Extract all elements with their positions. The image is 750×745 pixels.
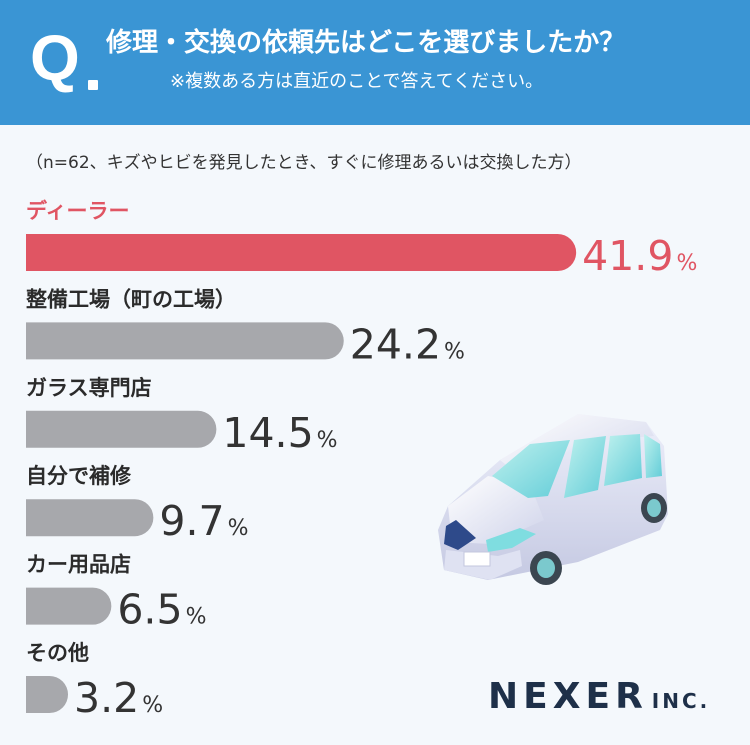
question-title: 修理・交換の依頼先はどこを選びましたか？ [106, 28, 626, 58]
value-label-3: 9.7% [159, 497, 248, 545]
brand-suffix: INC. [651, 689, 711, 713]
q-mark: Q [30, 22, 80, 94]
value-label-2: 14.5% [222, 409, 337, 457]
car-icon [438, 414, 668, 585]
value-label-4: 6.5% [117, 586, 206, 634]
question-note: ※複数ある方は直近のことで答えてください。 [170, 71, 544, 92]
question-header: Q 修理・交換の依頼先はどこを選びましたか？ ※複数ある方は直近のことで答えてく… [0, 0, 750, 125]
q-mark-dot [88, 80, 98, 90]
category-label-1: 整備工場（町の工場） [26, 287, 236, 311]
sample-note: （n=62、キズやヒビを発見したとき、すぐに修理あるいは交換した方） [26, 153, 582, 173]
value-label-1: 24.2% [350, 320, 465, 368]
bar-3 [26, 499, 154, 537]
bar-4 [26, 587, 112, 625]
bar-1 [26, 322, 344, 360]
category-label-2: ガラス専門店 [26, 376, 152, 400]
bar-2 [26, 410, 217, 448]
brand-logo: NEXER INC. [488, 676, 710, 717]
category-label-3: 自分で補修 [26, 464, 132, 488]
category-label-5: その他 [26, 641, 89, 665]
value-label-0: 41.9% [582, 232, 697, 280]
category-label-0: ディーラー [26, 199, 130, 223]
bar-5 [26, 676, 69, 713]
brand-name: NEXER [488, 676, 648, 717]
category-label-4: カー用品店 [26, 553, 131, 577]
value-label-5: 3.2% [74, 674, 163, 722]
bar-0 [26, 234, 577, 271]
